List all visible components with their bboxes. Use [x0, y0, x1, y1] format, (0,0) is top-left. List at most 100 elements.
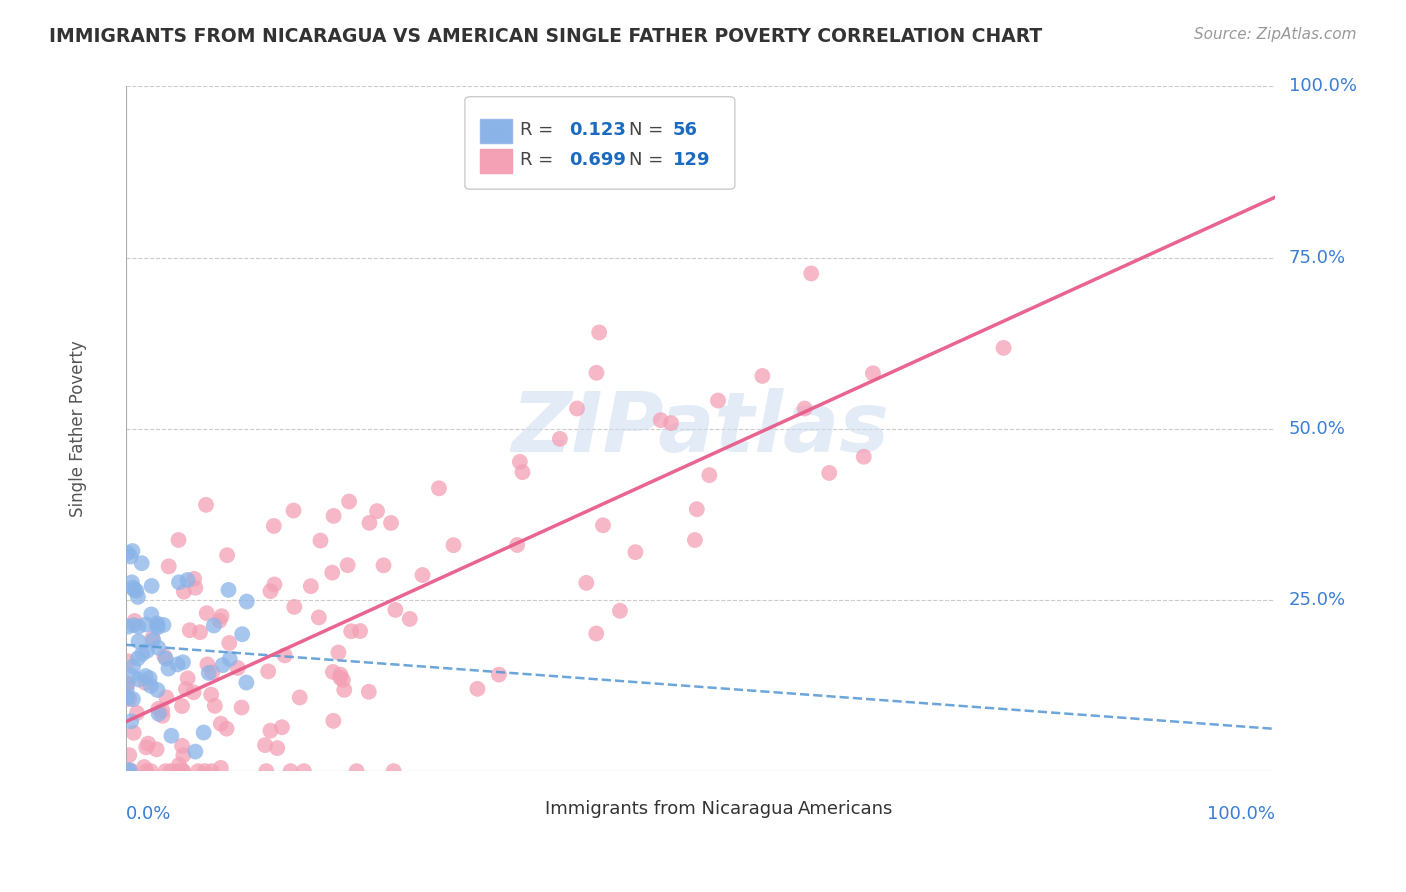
Point	[142, 632, 165, 647]
Point	[160, 764, 183, 779]
Point	[170, 699, 193, 714]
Point	[135, 764, 157, 779]
Point	[118, 692, 141, 706]
Point	[146, 683, 169, 698]
Point	[117, 764, 139, 779]
Point	[172, 748, 194, 763]
Point	[148, 702, 170, 716]
Point	[592, 518, 614, 533]
Point	[155, 690, 177, 705]
Point	[121, 544, 143, 558]
Point	[818, 466, 841, 480]
Point	[188, 625, 211, 640]
Point	[467, 681, 489, 696]
Point	[800, 267, 823, 281]
Point	[309, 533, 332, 548]
Point	[329, 667, 352, 681]
Point	[565, 401, 588, 416]
Point	[122, 581, 145, 595]
Point	[157, 559, 180, 574]
Point	[167, 764, 190, 779]
Point	[321, 566, 343, 580]
Text: N =: N =	[628, 151, 669, 169]
Point	[208, 614, 231, 628]
Point	[155, 764, 177, 779]
Point	[125, 706, 148, 720]
Point	[201, 764, 224, 779]
Point	[135, 740, 157, 755]
Text: Immigrants from Nicaragua: Immigrants from Nicaragua	[546, 800, 794, 819]
Point	[366, 504, 388, 518]
Point	[141, 607, 163, 622]
Point	[184, 581, 207, 595]
Point	[134, 669, 156, 683]
Point	[686, 502, 709, 516]
Point	[411, 568, 433, 582]
Point	[136, 644, 159, 658]
Text: 0.0%: 0.0%	[127, 805, 172, 823]
Point	[136, 737, 159, 751]
Point	[585, 366, 607, 380]
Point	[120, 549, 142, 564]
Point	[201, 665, 224, 680]
Text: 75.0%: 75.0%	[1288, 249, 1346, 267]
Point	[707, 393, 730, 408]
Point	[332, 673, 354, 687]
Point	[292, 764, 315, 779]
Text: Source: ZipAtlas.com: Source: ZipAtlas.com	[1194, 27, 1357, 42]
Point	[174, 681, 197, 696]
Point	[157, 662, 180, 676]
Point	[509, 455, 531, 469]
Point	[195, 606, 218, 620]
Point	[443, 538, 465, 552]
Point	[122, 726, 145, 740]
Bar	[763, 800, 789, 819]
Point	[235, 594, 257, 608]
Point	[128, 619, 150, 633]
Point	[200, 688, 222, 702]
Text: N =: N =	[628, 120, 669, 138]
Point	[209, 716, 232, 731]
Point	[166, 657, 188, 672]
Point	[155, 651, 177, 665]
Point	[135, 676, 157, 690]
Point	[862, 366, 884, 380]
Point	[659, 416, 682, 430]
Point	[122, 692, 145, 706]
Point	[152, 708, 174, 723]
Point	[328, 645, 350, 659]
Point	[337, 494, 360, 508]
Point	[148, 640, 170, 655]
Point	[357, 685, 380, 699]
Text: R =: R =	[520, 151, 560, 169]
Point	[699, 468, 721, 483]
Point	[117, 654, 139, 668]
Point	[215, 722, 238, 736]
Point	[852, 450, 875, 464]
Point	[322, 508, 344, 523]
Point	[153, 649, 176, 664]
Point	[218, 636, 240, 650]
Point	[146, 620, 169, 634]
Text: 50.0%: 50.0%	[1288, 420, 1346, 438]
Point	[121, 575, 143, 590]
Point	[176, 671, 198, 685]
Point	[793, 401, 815, 416]
Point	[280, 764, 302, 779]
Point	[115, 682, 138, 697]
Point	[333, 682, 356, 697]
Point	[253, 738, 276, 752]
Point	[373, 558, 395, 573]
Point	[118, 748, 141, 763]
Point	[122, 659, 145, 673]
Point	[506, 538, 529, 552]
Point	[226, 661, 249, 675]
Point	[340, 624, 363, 639]
Point	[172, 764, 194, 779]
Point	[329, 671, 352, 685]
Point	[127, 590, 149, 604]
Point	[266, 741, 288, 756]
Point	[160, 729, 183, 743]
Point	[231, 700, 253, 714]
Point	[263, 577, 285, 591]
